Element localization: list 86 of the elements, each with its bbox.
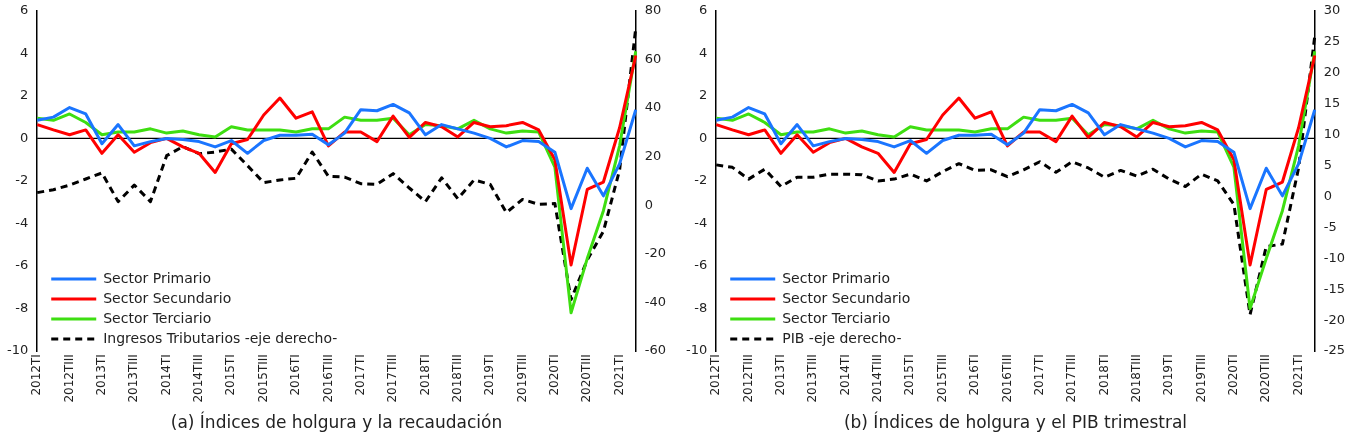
text: (b) Índices de holgura y el PIB trimestral bbox=[843, 411, 1188, 433]
y2-tick-label: 20 bbox=[644, 148, 662, 164]
x-tick-label: 2017TIII bbox=[1064, 354, 1079, 403]
y2-tick-label: 60 bbox=[644, 50, 662, 66]
y2-tick-label: -10 bbox=[1323, 249, 1345, 265]
legend-label: Ingresos Tributarios -eje derecho- bbox=[103, 329, 338, 346]
y-tick-label: 4 bbox=[19, 44, 29, 60]
y-tick-label: -10 bbox=[7, 342, 29, 358]
y-tick-label: 0 bbox=[698, 129, 708, 145]
x-tick-label: 2013TI bbox=[94, 354, 109, 396]
y-tick-label: -6 bbox=[15, 257, 29, 273]
y-tick-label: 6 bbox=[19, 2, 29, 18]
x-tick-label: 2019TI bbox=[1161, 354, 1176, 396]
y-tick-label: -8 bbox=[694, 299, 708, 315]
y-tick-label: 4 bbox=[698, 44, 708, 60]
x-tick-label: 2018TIII bbox=[1128, 354, 1143, 403]
y2-tick-label: -15 bbox=[1323, 280, 1345, 296]
x-tick-label: 2020TI bbox=[1226, 354, 1241, 396]
x-tick-label: 2013TIII bbox=[126, 354, 141, 403]
x-tick-label: 2014TIII bbox=[191, 354, 206, 403]
x-tick-label: 2018TI bbox=[1096, 354, 1111, 396]
x-tick-label: 2021TI bbox=[611, 354, 626, 396]
y2-tick-label: 10 bbox=[1323, 125, 1341, 141]
x-tick-label: 2019TI bbox=[482, 354, 497, 396]
x-tick-label: 2021TI bbox=[1290, 354, 1305, 396]
y2-tick-label: 40 bbox=[644, 99, 662, 115]
y-tick-label: 2 bbox=[698, 87, 708, 103]
y-tick-label: -4 bbox=[15, 214, 29, 230]
y-tick-label: 6 bbox=[698, 2, 708, 18]
y2-tick-label: 15 bbox=[1323, 94, 1341, 110]
x-tick-label: 2012TI bbox=[29, 354, 44, 396]
y-tick-label: -8 bbox=[15, 299, 29, 315]
y2-tick-label: -60 bbox=[644, 342, 666, 358]
y2-tick-label: 0 bbox=[644, 196, 654, 212]
x-tick-label: 2020TIII bbox=[1258, 354, 1273, 403]
x-tick-label: 2019TIII bbox=[514, 354, 529, 403]
x-tick-label: 2020TI bbox=[547, 354, 562, 396]
x-tick-label: 2012TIII bbox=[740, 354, 755, 403]
legend-label: Sector Primario bbox=[782, 269, 890, 286]
x-tick-label: 2014TI bbox=[158, 354, 173, 396]
y2-tick-label: -20 bbox=[644, 245, 666, 261]
y-tick-label: 0 bbox=[19, 129, 29, 145]
y2-tick-label: -5 bbox=[1323, 218, 1337, 234]
x-tick-label: 2012TI bbox=[708, 354, 723, 396]
x-tick-label: 2015TI bbox=[902, 354, 917, 396]
x-tick-label: 2015TI bbox=[223, 354, 238, 396]
text: (a) Índices de holgura y la recaudación bbox=[170, 411, 503, 433]
y-tick-label: -10 bbox=[686, 342, 708, 358]
y2-tick-label: -40 bbox=[644, 293, 666, 309]
x-tick-label: 2017TIII bbox=[385, 354, 400, 403]
y-tick-label: -6 bbox=[694, 257, 708, 273]
y2-tick-label: -20 bbox=[1323, 311, 1345, 327]
y2-tick-label: 5 bbox=[1323, 156, 1333, 172]
x-tick-label: 2018TI bbox=[417, 354, 432, 396]
x-tick-label: 2014TIII bbox=[870, 354, 885, 403]
x-tick-label: 2017TI bbox=[1031, 354, 1046, 396]
y2-tick-label: -25 bbox=[1323, 342, 1345, 358]
x-tick-label: 2016TI bbox=[967, 354, 982, 396]
x-tick-label: 2019TIII bbox=[1193, 354, 1208, 403]
x-tick-label: 2013TI bbox=[773, 354, 788, 396]
x-tick-label: 2016TI bbox=[288, 354, 303, 396]
x-tick-label: 2012TIII bbox=[61, 354, 76, 403]
x-tick-label: 2016TIII bbox=[999, 354, 1014, 403]
legend-label: Sector Secundario bbox=[103, 289, 232, 306]
y-tick-label: 2 bbox=[19, 87, 29, 103]
legend-label: Sector Secundario bbox=[782, 289, 911, 306]
y-tick-label: -2 bbox=[15, 172, 29, 188]
y-tick-label: -4 bbox=[694, 214, 708, 230]
legend-label: PIB -eje derecho- bbox=[782, 329, 902, 346]
x-tick-label: 2015TIII bbox=[934, 354, 949, 403]
y2-tick-label: 80 bbox=[644, 2, 662, 18]
y2-tick-label: 0 bbox=[1323, 187, 1333, 203]
y2-tick-label: 25 bbox=[1323, 33, 1341, 49]
x-tick-label: 2016TIII bbox=[320, 354, 335, 403]
legend-label: Sector Terciario bbox=[782, 309, 891, 326]
x-tick-label: 2014TI bbox=[837, 354, 852, 396]
legend-label: Sector Primario bbox=[103, 269, 211, 286]
x-tick-label: 2018TIII bbox=[449, 354, 464, 403]
y-tick-label: -2 bbox=[694, 172, 708, 188]
x-tick-label: 2015TIII bbox=[255, 354, 270, 403]
x-tick-label: 2020TIII bbox=[579, 354, 594, 403]
y2-tick-label: 20 bbox=[1323, 64, 1341, 80]
y2-tick-label: 30 bbox=[1323, 2, 1341, 18]
x-tick-label: 2013TIII bbox=[805, 354, 820, 403]
x-tick-label: 2017TI bbox=[352, 354, 367, 396]
legend-label: Sector Terciario bbox=[103, 309, 212, 326]
